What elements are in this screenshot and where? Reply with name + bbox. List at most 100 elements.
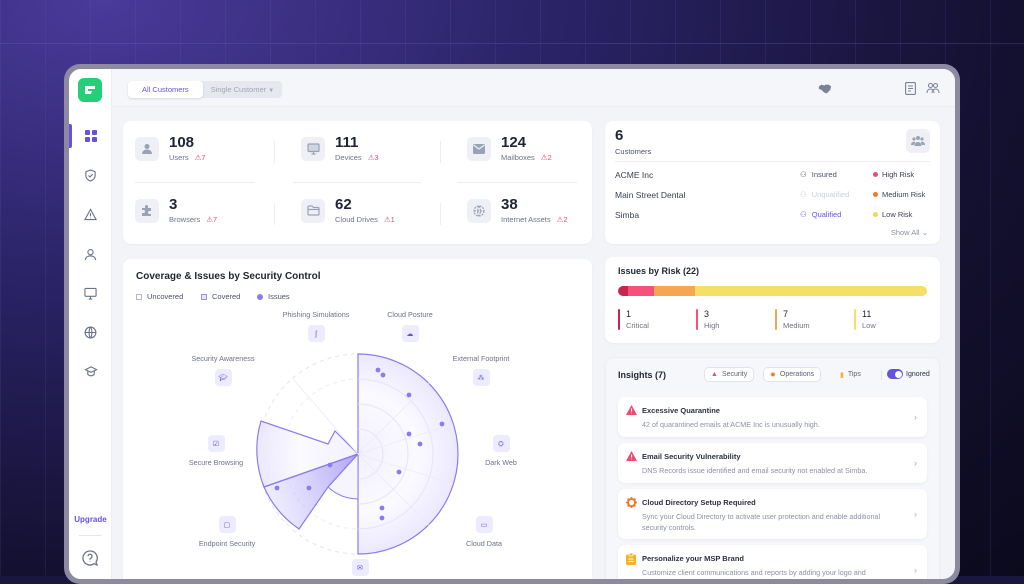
customer-row[interactable]: ACME Inc ⚇ Insured High Risk <box>615 170 915 180</box>
warning-badge: ⚠2 <box>556 215 568 224</box>
toggle-switch[interactable] <box>887 369 903 379</box>
folder-icon <box>301 198 325 223</box>
risk-dot <box>873 212 878 217</box>
stat-label: Browsers <box>169 215 201 224</box>
stat-devices[interactable]: 111 Devices ⚠3 <box>301 135 379 162</box>
chevron-down-icon: ⌄ <box>921 228 928 237</box>
ignored-toggle[interactable]: Ignored <box>887 369 930 379</box>
stat-browsers[interactable]: 3 Browsers ⚠7 <box>135 197 217 224</box>
stat-internet-assets[interactable]: 38 Internet Assets ⚠2 <box>467 197 568 224</box>
alert-triangle-icon <box>626 405 637 415</box>
show-all-button[interactable]: Show All ⌄ <box>890 228 928 237</box>
stat-cloud-drives[interactable]: 62 Cloud Drives ⚠1 <box>301 197 395 224</box>
gear-icon <box>626 497 637 508</box>
warning-badge: ⚠7 <box>206 215 218 224</box>
warning-badge: ⚠3 <box>367 153 379 162</box>
sidebar-item-devices[interactable] <box>69 279 112 307</box>
team-button[interactable] <box>926 82 940 100</box>
help-icon <box>82 550 99 567</box>
divider <box>293 182 421 183</box>
users-icon <box>926 82 940 94</box>
cloud-icon: ☁ <box>401 325 419 342</box>
partner-button[interactable] <box>818 82 832 100</box>
divider <box>440 141 441 163</box>
app-logo[interactable] <box>78 78 102 102</box>
category-secure-browsing[interactable]: ☑ Secure Browsing <box>161 435 271 467</box>
stat-label: Mailboxes <box>501 153 535 162</box>
stat-users[interactable]: 108 Users ⚠7 <box>135 135 206 162</box>
sidebar-item-internet[interactable] <box>69 318 112 346</box>
category-security-awareness[interactable]: Security Awareness 🎓︎ <box>168 354 278 386</box>
sidebar-item-alerts[interactable] <box>69 200 112 228</box>
filter-tips[interactable]: ▮ Tips <box>833 367 868 382</box>
sidebar-item-security[interactable] <box>69 161 112 189</box>
legend-issues[interactable]: Issues <box>257 292 290 301</box>
insight-item[interactable]: Cloud Directory Setup Required Sync your… <box>618 489 927 539</box>
customer-row[interactable]: Main Street Dental ⚇ Unqualified Medium R… <box>615 190 926 200</box>
puzzle-icon <box>135 198 159 223</box>
graduation-cap-icon <box>83 365 98 376</box>
badge-icon: ⚇ <box>800 170 807 179</box>
sidebar-divider <box>79 535 101 536</box>
sidebar-item-dashboard[interactable] <box>69 122 112 150</box>
graduation-cap-icon: 🎓︎ <box>214 369 232 386</box>
alert-triangle-icon: ⚠ <box>194 153 202 162</box>
gear-icon: ✹ <box>770 371 776 379</box>
customers-label: Customers <box>615 147 652 156</box>
category-phishing-simulations[interactable]: Phishing Simulations ʃ <box>261 310 371 342</box>
category-email-security[interactable]: ✉ <box>305 559 415 576</box>
clipboard-icon <box>626 553 636 565</box>
legend-covered[interactable]: Covered <box>201 292 240 301</box>
insight-item[interactable]: Email Security Vulnerability DNS Records… <box>618 443 927 483</box>
divider <box>274 141 275 163</box>
alert-triangle-icon: ⚠ <box>556 215 564 224</box>
insights-title: Insights (7) <box>618 370 667 380</box>
reports-button[interactable] <box>905 82 916 100</box>
assets-summary-card: 108 Users ⚠7 111 Devices ⚠3 124 Mailboxes ⚠2 3… <box>123 121 592 244</box>
customers-card: 6 Customers ACME Inc ⚇ Insured High Risk … <box>605 121 940 244</box>
coverage-title: Coverage & Issues by Security Control <box>136 271 321 282</box>
filter-operations[interactable]: ✹ Operations <box>763 367 822 382</box>
globe-icon <box>84 326 97 338</box>
upgrade-link[interactable]: Upgrade <box>74 515 107 524</box>
category-dark-web[interactable]: ⛭ Dark Web <box>446 435 556 467</box>
risk-high[interactable]: 3 High <box>696 309 719 330</box>
risk-level: Medium Risk <box>882 190 926 199</box>
risk-critical[interactable]: 1 Critical <box>618 309 649 330</box>
dashboard-icon <box>84 130 97 142</box>
filter-security[interactable]: ▲ Security <box>704 367 755 382</box>
help-button[interactable] <box>81 549 99 567</box>
risk-medium[interactable]: 7 Medium <box>775 309 810 330</box>
insight-item[interactable]: Excessive Quarantine 42 of quarantined e… <box>618 397 927 437</box>
stat-mailboxes[interactable]: 124 Mailboxes ⚠2 <box>467 135 552 162</box>
alert-triangle-icon: ▲ <box>711 371 718 378</box>
legend-uncovered[interactable]: Uncovered <box>136 292 183 301</box>
manage-customers-button[interactable] <box>906 129 930 153</box>
tab-all-customers[interactable]: All Customers <box>128 81 203 98</box>
sidebar-item-training[interactable] <box>69 357 112 385</box>
divider <box>274 203 275 225</box>
insurance-status: Insured <box>811 170 837 179</box>
risk-low[interactable]: 11 Low <box>854 309 876 330</box>
warning-badge: ⚠7 <box>194 153 206 162</box>
category-endpoint-security[interactable]: ▢ Endpoint Security <box>172 516 282 548</box>
footprints-icon: ⁂ <box>472 369 490 386</box>
insight-item[interactable]: Personalize your MSP Brand Customize cli… <box>618 545 927 579</box>
user-icon <box>84 248 97 260</box>
stat-label: Cloud Drives <box>335 215 378 224</box>
folder-icon: ▭ <box>475 516 493 533</box>
category-external-footprint[interactable]: External Footprint ⁂ <box>426 354 536 386</box>
tab-single-customer[interactable]: Single Customer ▼ <box>210 85 275 94</box>
spy-icon: ⛭ <box>492 435 510 452</box>
bar-segment-critical <box>618 286 628 296</box>
background-line <box>0 43 1024 44</box>
shield-check-icon <box>85 168 96 182</box>
alert-triangle-icon: ⚠ <box>383 215 391 224</box>
alert-triangle-icon: ⚠ <box>367 153 375 162</box>
customer-row[interactable]: Simba ⚇ Qualified Low Risk <box>615 210 913 220</box>
category-cloud-data[interactable]: ▭ Cloud Data <box>429 516 539 548</box>
app-window: Upgrade All Customers Single Customer ▼ … <box>69 69 955 579</box>
sidebar-item-users[interactable] <box>69 240 112 268</box>
insurance-status: Qualified <box>811 210 842 219</box>
category-cloud-posture[interactable]: Cloud Posture ☁ <box>355 310 465 342</box>
